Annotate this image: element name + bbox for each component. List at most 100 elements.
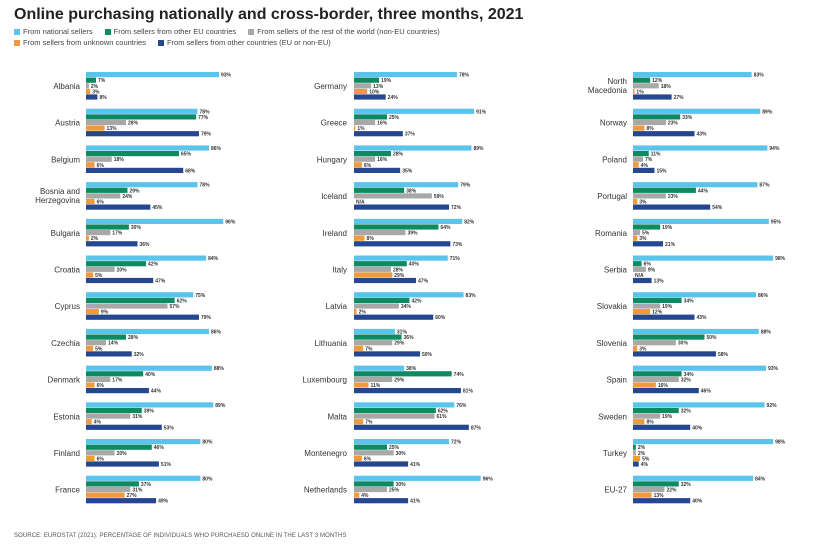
bar-other_eu — [354, 371, 452, 377]
bar-rest_world — [354, 413, 435, 419]
country-label: EU-27 — [604, 486, 627, 495]
bar-value-label: 29% — [394, 377, 405, 383]
bar-value-label: 20% — [117, 267, 128, 273]
bar-unknown — [354, 455, 362, 461]
bar-value-label: 33% — [682, 115, 693, 121]
bar-national — [633, 108, 761, 114]
bar-national — [633, 439, 774, 445]
bar-value-label: 3% — [639, 200, 647, 206]
bar-unknown — [86, 272, 94, 278]
bar-value-label: 30% — [131, 225, 142, 231]
bar-other_eu — [633, 444, 636, 450]
bar-national — [86, 439, 201, 445]
bar-value-label: 6% — [97, 163, 105, 169]
bar-other_countries — [633, 131, 695, 137]
bar-value-label: 40% — [409, 262, 420, 268]
country-group: Germany 78% 19%13%10% 24% — [314, 72, 470, 101]
bar-unknown — [86, 419, 92, 425]
bar-national — [354, 108, 475, 114]
bar-value-label: 51% — [161, 462, 172, 468]
bar-value-label: N/A — [356, 200, 365, 206]
bar-national — [633, 218, 769, 224]
bar-value-label: 27% — [674, 95, 685, 101]
bar-value-label: 18% — [114, 157, 125, 163]
bar-national — [633, 365, 766, 371]
bar-national — [86, 255, 207, 261]
bar-value-label: 83% — [754, 73, 765, 79]
bar-rest_world — [354, 119, 376, 126]
bar-value-label: 6% — [644, 262, 652, 268]
bar-other_countries — [354, 167, 401, 173]
bar-value-label: 34% — [684, 298, 695, 304]
bar-national — [86, 145, 209, 151]
bar-value-label: 25% — [389, 445, 400, 451]
country-group: Latvia 83% 42%34% 2% 60% — [326, 292, 476, 321]
bar-other_eu — [633, 334, 705, 340]
bar-value-label: 79% — [201, 315, 212, 321]
bar-other_eu — [354, 261, 407, 267]
bar-value-label: 25% — [389, 488, 400, 494]
country-group: Croatia 84% 42% 20% 5% 47% — [54, 255, 219, 285]
bar-value-label: 8% — [367, 236, 375, 242]
country-group: Denmark 88% 40% 17% 6% 44% — [48, 365, 224, 395]
bar-value-label: 11% — [651, 152, 661, 158]
bar-other_countries — [86, 167, 184, 173]
bar-value-label: 29% — [394, 273, 405, 279]
bar-value-label: 32% — [681, 482, 692, 488]
bar-other_countries — [633, 461, 639, 467]
bar-rest_world — [86, 119, 127, 126]
bar-other_countries — [354, 314, 434, 320]
bar-other_countries — [86, 314, 199, 320]
bar-other_countries — [86, 351, 132, 357]
bar-unknown — [86, 309, 99, 315]
bar-value-label: 80% — [202, 440, 213, 446]
bar-value-label: 31% — [397, 330, 408, 336]
bar-value-label: 50% — [422, 352, 433, 358]
bar-value-label: 32% — [134, 352, 145, 358]
bar-other_countries — [354, 241, 451, 247]
country-group: Montenegro 72% 25%30% 6% 41% — [304, 439, 462, 468]
bar-value-label: 46% — [154, 445, 165, 451]
bar-unknown — [354, 492, 360, 498]
country-label: Slovenia — [596, 339, 627, 348]
bar-value-label: 6% — [97, 456, 105, 462]
bar-value-label: 86% — [211, 146, 222, 152]
bar-value-label: 6% — [364, 163, 372, 169]
bar-other_eu — [633, 371, 682, 377]
bar-rest_world — [354, 193, 432, 199]
bar-value-label: 30% — [678, 341, 689, 347]
bar-value-label: 74% — [454, 372, 465, 378]
bar-value-label: 93% — [221, 73, 232, 79]
bar-value-label: 94% — [769, 146, 780, 152]
country-group: Austria 78%77% 28% 13% 79% — [55, 108, 212, 138]
bar-unknown — [633, 455, 641, 461]
bar-rest_world — [633, 266, 646, 272]
country-group: Czechia 86% 28% 14% 5% 32% — [51, 328, 222, 358]
country-group: EU-27 84% 32% 22%13% 40% — [604, 475, 766, 505]
bar-value-label: 38% — [406, 366, 417, 372]
bar-value-label: 62% — [177, 298, 188, 304]
bar-national — [86, 328, 209, 335]
country-group: Serbia 98% 6%9% N/A 13% — [604, 255, 786, 285]
bar-unknown — [86, 162, 95, 168]
country-label: Bosnia and Herzegovina — [35, 187, 80, 205]
country-group: Ireland 82% 64% 39% 8% 73% — [323, 218, 475, 248]
bar-other_countries — [86, 131, 199, 137]
bar-value-label: 42% — [411, 298, 422, 304]
country-label: Montenegro — [304, 449, 347, 458]
legend-label-other_eu: From sellers from other EU countries — [113, 27, 237, 36]
bar-unknown — [86, 198, 95, 205]
bar-value-label: 5% — [95, 346, 103, 352]
bar-other_countries — [633, 424, 691, 430]
bar-other_eu — [354, 481, 394, 487]
country-label: Sweden — [598, 412, 627, 421]
bar-value-label: 73% — [452, 242, 463, 248]
bar-value-label: 19% — [381, 78, 392, 84]
bar-national — [633, 475, 754, 481]
bar-value-label: 91% — [476, 109, 487, 115]
bar-unknown — [354, 88, 368, 94]
bar-other_eu — [86, 334, 127, 340]
bar-value-label: 4% — [641, 462, 649, 468]
country-group: Romania 95% 19% 5%3% 21% — [595, 218, 781, 248]
